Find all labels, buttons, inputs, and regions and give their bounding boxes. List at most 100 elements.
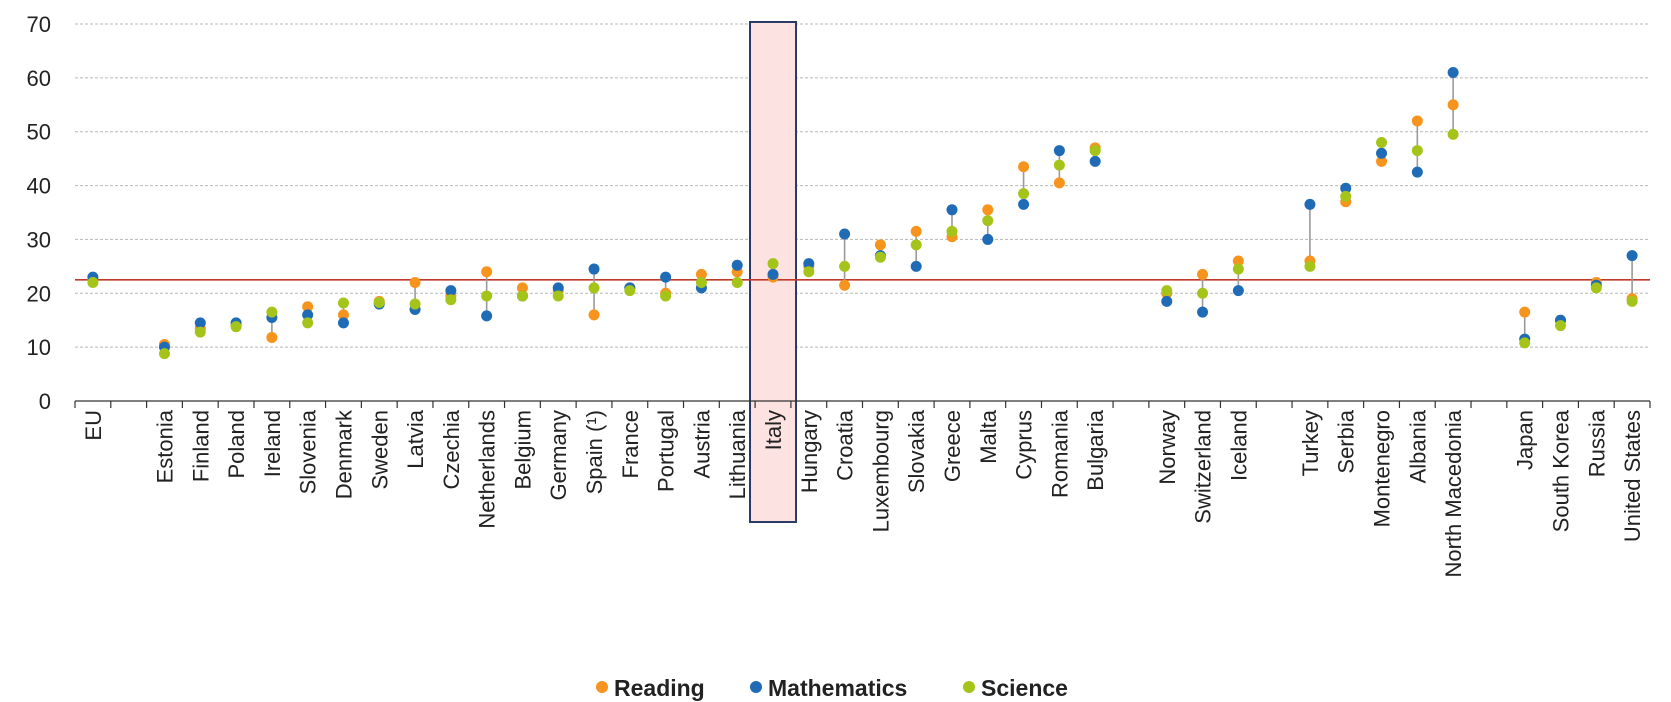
point-science-belgium	[516, 290, 528, 302]
connectors	[92, 72, 1633, 354]
point-science-russia	[1590, 282, 1602, 294]
x-tick-label-eu: EU	[81, 410, 106, 441]
x-tick-label-south-korea: South Korea	[1549, 409, 1574, 532]
point-mathematics-bulgaria	[1089, 155, 1101, 167]
legend-label-mathematics: Mathematics	[768, 675, 907, 701]
point-science-slovakia	[910, 239, 922, 251]
point-science-malta	[982, 215, 994, 227]
point-science-iceland	[1232, 263, 1244, 275]
point-science-spain	[588, 282, 600, 294]
point-mathematics-netherlands	[481, 310, 493, 322]
point-reading-iceland	[1232, 255, 1244, 267]
point-mathematics-slovenia	[302, 309, 314, 321]
x-tick-label-luxembourg: Luxembourg	[868, 410, 893, 532]
y-tick-label-70: 70	[27, 12, 51, 37]
point-science-portugal	[660, 290, 672, 302]
legend-swatch-science	[963, 681, 975, 693]
point-mathematics-iceland	[1232, 285, 1244, 297]
point-science-denmark	[337, 297, 349, 309]
point-science-netherlands	[481, 290, 493, 302]
x-tick-label-bulgaria: Bulgaria	[1083, 409, 1108, 490]
point-reading-cyprus	[1018, 161, 1030, 173]
point-science-eu	[87, 277, 99, 289]
point-science-lithuania	[731, 277, 743, 289]
data-points	[87, 66, 1638, 360]
point-science-germany	[552, 290, 564, 302]
point-science-norway	[1161, 285, 1173, 297]
point-mathematics-lithuania	[731, 259, 743, 271]
x-tick-label-ireland: Ireland	[260, 410, 285, 477]
point-mathematics-czechia	[445, 285, 457, 297]
point-science-ireland	[266, 306, 278, 318]
point-science-croatia	[839, 260, 851, 272]
x-tick-label-greece: Greece	[940, 410, 965, 482]
point-science-latvia	[409, 298, 421, 310]
point-reading-montenegro	[1376, 155, 1388, 167]
x-tick-label-latvia: Latvia	[403, 409, 428, 468]
x-tick-label-croatia: Croatia	[833, 409, 858, 481]
point-science-serbia	[1340, 190, 1352, 202]
x-tick-label-spain: Spain (¹)	[582, 410, 607, 494]
point-science-finland	[194, 326, 206, 338]
x-tick-label-hungary: Hungary	[797, 410, 822, 493]
point-science-hungary	[803, 266, 815, 278]
point-reading-belgium	[516, 282, 528, 294]
x-tick-label-slovenia: Slovenia	[296, 409, 321, 494]
point-mathematics-romania	[1053, 145, 1065, 157]
point-science-czechia	[445, 294, 457, 306]
point-mathematics-norway	[1161, 295, 1173, 307]
y-tick-label-50: 50	[27, 120, 51, 145]
x-tick-label-poland: Poland	[224, 410, 249, 479]
point-reading-albania	[1411, 115, 1423, 127]
point-mathematics-united-states	[1626, 250, 1638, 262]
point-science-bulgaria	[1089, 145, 1101, 157]
legend-label-reading: Reading	[614, 675, 705, 701]
x-tick-label-austria: Austria	[689, 409, 714, 478]
point-science-albania	[1411, 145, 1423, 157]
point-mathematics-cyprus	[1018, 198, 1030, 210]
point-mathematics-portugal	[660, 271, 672, 283]
y-tick-label-60: 60	[27, 66, 51, 91]
point-reading-romania	[1053, 177, 1065, 189]
point-reading-latvia	[409, 277, 421, 289]
point-mathematics-slovakia	[910, 260, 922, 272]
point-mathematics-turkey	[1304, 198, 1316, 210]
x-tick-label-malta: Malta	[976, 409, 1001, 464]
point-reading-luxembourg	[874, 239, 886, 251]
legend-swatch-mathematics	[750, 681, 762, 693]
x-tick-label-albania: Albania	[1405, 409, 1430, 483]
x-tick-label-turkey: Turkey	[1298, 410, 1323, 476]
x-tick-label-sweden: Sweden	[367, 410, 392, 490]
x-tick-label-iceland: Iceland	[1226, 410, 1251, 481]
point-mathematics-spain	[588, 263, 600, 275]
point-science-montenegro	[1376, 136, 1388, 148]
x-tick-label-belgium: Belgium	[510, 410, 535, 489]
point-science-japan	[1519, 337, 1531, 349]
x-tick-label-serbia: Serbia	[1334, 409, 1359, 473]
point-reading-austria	[695, 268, 707, 280]
x-category-labels: EU Estonia Finland Poland Ireland Slovenia Den…	[81, 409, 1645, 578]
point-mathematics-italy	[767, 268, 779, 280]
x-tick-label-japan: Japan	[1513, 410, 1538, 470]
point-science-united-states	[1626, 295, 1638, 307]
point-reading-denmark	[337, 309, 349, 321]
point-science-romania	[1053, 159, 1065, 171]
x-tick-label-france: France	[618, 410, 643, 478]
y-tick-label-40: 40	[27, 174, 51, 199]
point-mathematics-hungary	[803, 258, 815, 270]
point-mathematics-finland	[194, 317, 206, 329]
point-reading-croatia	[839, 279, 851, 291]
legend-item-science: Science	[963, 675, 1068, 701]
x-tick-label-switzerland: Switzerland	[1191, 410, 1216, 524]
legend-item-mathematics: Mathematics	[750, 675, 907, 701]
x-tick-label-estonia: Estonia	[152, 409, 177, 483]
point-reading-north-macedonia	[1447, 99, 1459, 111]
point-science-france	[624, 285, 636, 297]
point-mathematics-north-macedonia	[1447, 66, 1459, 78]
x-tick-label-czechia: Czechia	[439, 409, 464, 489]
x-tick-label-germany: Germany	[546, 410, 571, 500]
y-tick-label-20: 20	[27, 281, 51, 306]
point-reading-ireland	[266, 331, 278, 343]
